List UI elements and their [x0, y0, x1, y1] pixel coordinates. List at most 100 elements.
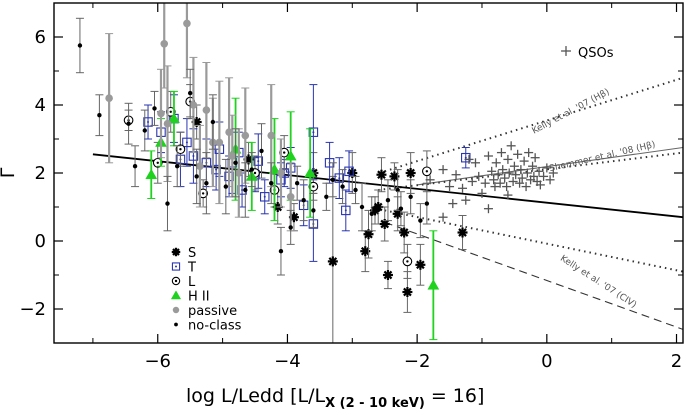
point-small-dot-6-shape: [165, 201, 170, 206]
x-axis-label: log L/Ledd [L/LX (2 - 10 keV) = 16]: [186, 385, 484, 411]
x-tick-label-1: −4: [274, 351, 301, 372]
point-small-dot-16-shape: [259, 148, 264, 154]
point-small-dot-24: [330, 177, 336, 182]
legend-marker-4-shape: [172, 306, 180, 314]
point-big-dot-1: [157, 109, 165, 118]
point-big-dot-4-shape: [189, 101, 198, 109]
legend-marker-0: [171, 247, 181, 257]
point-circle-dot-11: [422, 166, 432, 177]
point-small-dot-32-shape: [408, 194, 413, 199]
point-plus-50: [438, 165, 448, 175]
point-circle-dot-1: [152, 157, 163, 168]
relation-label-2: Kelly et al. '07 (CIV): [558, 254, 638, 311]
point-big-dot-8: [215, 138, 224, 147]
point-big-dot-3-shape: [183, 19, 191, 28]
legend-label-3: H II: [188, 290, 210, 305]
qso-legend-marker: [561, 46, 571, 56]
point-small-dot-8-shape: [187, 90, 193, 96]
point-big-dot-16-shape: [160, 40, 169, 48]
point-small-dot-8: [187, 90, 193, 96]
point-plus-34: [519, 156, 529, 166]
legend-label-4: passive: [188, 304, 237, 319]
legend-marker-3: [170, 290, 182, 300]
legend-marker-5: [174, 322, 178, 327]
point-circle-dot-11-center: [425, 170, 429, 173]
point-plus-19: [495, 178, 505, 188]
point-small-dot-18: [278, 249, 284, 254]
point-small-dot-19-shape: [288, 225, 293, 230]
point-plus-39: [528, 161, 538, 171]
point-plus-32: [516, 165, 526, 175]
y-tick-label-4: 6: [35, 27, 46, 48]
point-plus-35: [521, 182, 531, 192]
point-small-dot-2: [126, 121, 131, 126]
point-asterisk-5: [327, 256, 338, 267]
point-big-dot-12-shape: [241, 131, 250, 140]
point-small-dot-16: [259, 148, 264, 154]
legend-marker-2-center: [174, 279, 178, 283]
point-plus-3: [448, 199, 458, 209]
legend-marker-1-box: [171, 262, 181, 271]
point-small-dot-11: [210, 119, 216, 125]
point-small-dot-2-shape: [126, 121, 131, 126]
point-square-26: [461, 152, 471, 163]
point-triangle-6: [284, 149, 297, 161]
point-asterisk-16-stroke: [403, 287, 412, 297]
point-triangle-8: [427, 279, 440, 290]
point-square-0: [143, 117, 153, 127]
point-square-0-box: [143, 117, 153, 127]
point-square-14: [253, 156, 264, 166]
point-big-dot-0: [105, 94, 113, 102]
point-small-dot-14-shape: [243, 187, 248, 193]
point-square-21: [308, 127, 319, 137]
point-plus-23: [502, 182, 512, 192]
point-small-dot-17-shape: [269, 181, 274, 186]
point-big-dot-12: [241, 131, 250, 140]
point-small-dot-21: [301, 198, 306, 203]
point-square-26-box: [461, 152, 471, 163]
point-asterisk-17: [405, 168, 416, 178]
point-circle-dot-1-center: [156, 161, 159, 164]
point-small-dot-3: [132, 164, 138, 169]
point-square-24-center: [344, 209, 347, 212]
series-no-class: [75, 17, 431, 276]
y-tick-label-3: 4: [35, 95, 46, 116]
point-plus-40: [529, 171, 539, 181]
point-small-dot-1: [97, 113, 102, 118]
relation-line-1: [417, 146, 683, 186]
point-asterisk-11: [376, 169, 387, 180]
point-square-7-center: [215, 168, 218, 171]
point-small-dot-23-shape: [324, 194, 329, 199]
point-asterisk-20: [382, 270, 393, 280]
y-tick-label-2: 2: [35, 163, 46, 184]
point-small-dot-27: [359, 204, 365, 210]
relation-line-4: [384, 209, 683, 273]
point-triangle-0-shape: [145, 168, 158, 180]
legend-marker-0-stroke: [172, 248, 180, 256]
point-asterisk-17-stroke: [406, 168, 415, 178]
point-square-4-center: [185, 141, 188, 144]
point-circle-dot-3-center: [179, 148, 182, 151]
x-tick-label-4: 2: [671, 351, 682, 372]
point-asterisk-12: [379, 219, 390, 229]
point-asterisk-11-stroke: [377, 170, 386, 180]
point-small-dot-32: [408, 194, 413, 199]
point-small-dot-4-shape: [142, 128, 147, 133]
x-axis-label-subscript: X (2 - 10 keV): [325, 396, 425, 411]
point-small-dot-22-shape: [311, 208, 316, 213]
point-circle-dot-10: [402, 256, 413, 267]
legend-label-0: S: [188, 246, 196, 261]
point-small-dot-34: [424, 201, 430, 206]
point-big-dot-10: [228, 152, 237, 160]
point-square-15-center: [263, 195, 266, 198]
point-circle-dot-5-center: [201, 192, 205, 195]
point-asterisk-8-stroke: [364, 229, 373, 239]
series-passive: [105, 3, 295, 232]
point-small-dot-26-shape: [353, 187, 358, 193]
point-small-dot-13: [233, 160, 238, 165]
point-plus-9: [470, 158, 480, 168]
point-small-dot-14: [243, 187, 248, 193]
point-plus-22: [500, 173, 510, 183]
